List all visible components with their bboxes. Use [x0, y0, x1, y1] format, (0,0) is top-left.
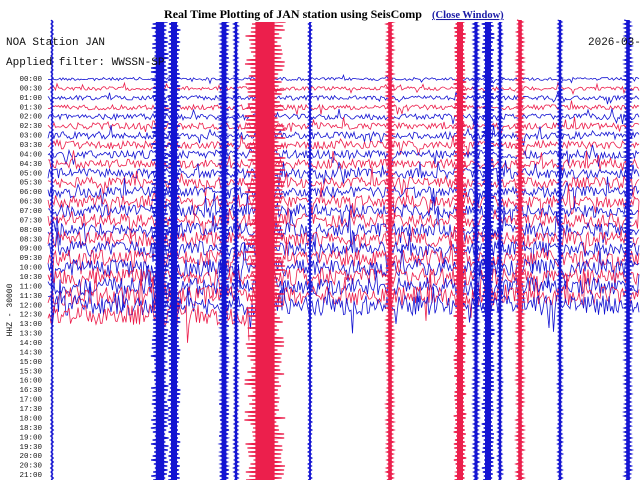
time-label: 08:00 — [19, 227, 42, 235]
trace — [47, 166, 640, 198]
time-label: 16:00 — [19, 378, 42, 386]
trace — [47, 264, 640, 301]
time-label: 17:00 — [19, 397, 42, 405]
trace — [47, 116, 640, 135]
trace — [47, 300, 250, 343]
trace — [47, 208, 640, 250]
time-label: 01:00 — [19, 95, 42, 103]
close-window-link[interactable]: (Close Window) — [432, 10, 504, 21]
time-label: 17:30 — [19, 406, 42, 414]
event-core — [255, 20, 275, 480]
event-core — [309, 20, 311, 480]
time-label: 14:30 — [19, 349, 42, 357]
time-label: 02:30 — [19, 123, 42, 131]
waveforms — [47, 19, 640, 480]
trace — [47, 108, 640, 125]
trace — [47, 275, 640, 334]
time-label: 08:30 — [19, 236, 42, 244]
time-label: 18:30 — [19, 425, 42, 433]
trace — [47, 150, 640, 172]
time-label: 04:30 — [19, 161, 42, 169]
time-label: 10:30 — [19, 274, 42, 282]
time-label: 11:30 — [19, 293, 42, 301]
time-label: 00:00 — [19, 76, 42, 84]
time-label: 20:30 — [19, 463, 42, 471]
event-core — [626, 20, 630, 480]
event-core — [234, 20, 238, 480]
event-core — [457, 20, 463, 480]
event-core — [171, 20, 177, 480]
trace — [47, 160, 640, 187]
time-label: 02:00 — [19, 114, 42, 122]
time-label: 16:30 — [19, 387, 42, 395]
trace — [47, 135, 640, 157]
time-label: 09:30 — [19, 255, 42, 263]
time-label: 20:00 — [19, 453, 42, 461]
time-label: 11:00 — [19, 283, 42, 291]
title-background — [150, 5, 505, 22]
trace — [47, 100, 640, 116]
time-label: 19:30 — [19, 444, 42, 452]
channel-label: HHZ - 30000 — [6, 283, 15, 336]
event-core — [558, 20, 562, 480]
time-label: 00:30 — [19, 85, 42, 93]
trace — [47, 242, 640, 291]
date: 2026-03- — [588, 37, 640, 49]
time-label: 03:00 — [19, 133, 42, 141]
trace — [47, 125, 640, 147]
event-core — [51, 20, 53, 480]
time-label: 14:00 — [19, 340, 42, 348]
time-label: 15:30 — [19, 368, 42, 376]
time-label: 21:00 — [19, 472, 42, 480]
time-label: 10:00 — [19, 265, 42, 273]
time-label: 13:00 — [19, 321, 42, 329]
station-name: NOA Station JAN — [6, 37, 105, 49]
trace — [47, 200, 640, 241]
time-label: 07:30 — [19, 217, 42, 225]
trace — [47, 176, 640, 207]
event-core — [474, 20, 478, 480]
event-core — [485, 20, 491, 480]
time-label: 12:00 — [19, 302, 42, 310]
page-title: Real Time Plotting of JAN station using … — [164, 7, 422, 21]
time-label: 15:00 — [19, 359, 42, 367]
trace — [47, 268, 640, 321]
trace — [47, 236, 640, 277]
trace — [47, 74, 640, 85]
time-label: 07:00 — [19, 208, 42, 216]
event-core — [221, 20, 227, 480]
time-label: 05:00 — [19, 170, 42, 178]
event-core — [498, 20, 502, 480]
time-label: 19:00 — [19, 434, 42, 442]
trace — [47, 192, 640, 225]
trace — [47, 224, 640, 255]
trace — [47, 259, 640, 313]
time-label: 18:00 — [19, 415, 42, 423]
trace — [47, 90, 640, 105]
time-label: 04:00 — [19, 151, 42, 159]
trace — [47, 81, 640, 96]
time-label: 03:30 — [19, 142, 42, 150]
applied-filter: Applied filter: WWSSN-SP — [6, 57, 165, 69]
trace — [47, 185, 640, 220]
event-core — [388, 20, 392, 480]
time-label: 05:30 — [19, 180, 42, 188]
time-label: 01:30 — [19, 104, 42, 112]
time-label: 06:00 — [19, 189, 42, 197]
event-core — [518, 20, 522, 480]
time-label: 12:30 — [19, 312, 42, 320]
time-label: 06:30 — [19, 199, 42, 207]
time-label: 13:30 — [19, 331, 42, 339]
event-core — [155, 20, 165, 480]
time-label: 09:00 — [19, 246, 42, 254]
